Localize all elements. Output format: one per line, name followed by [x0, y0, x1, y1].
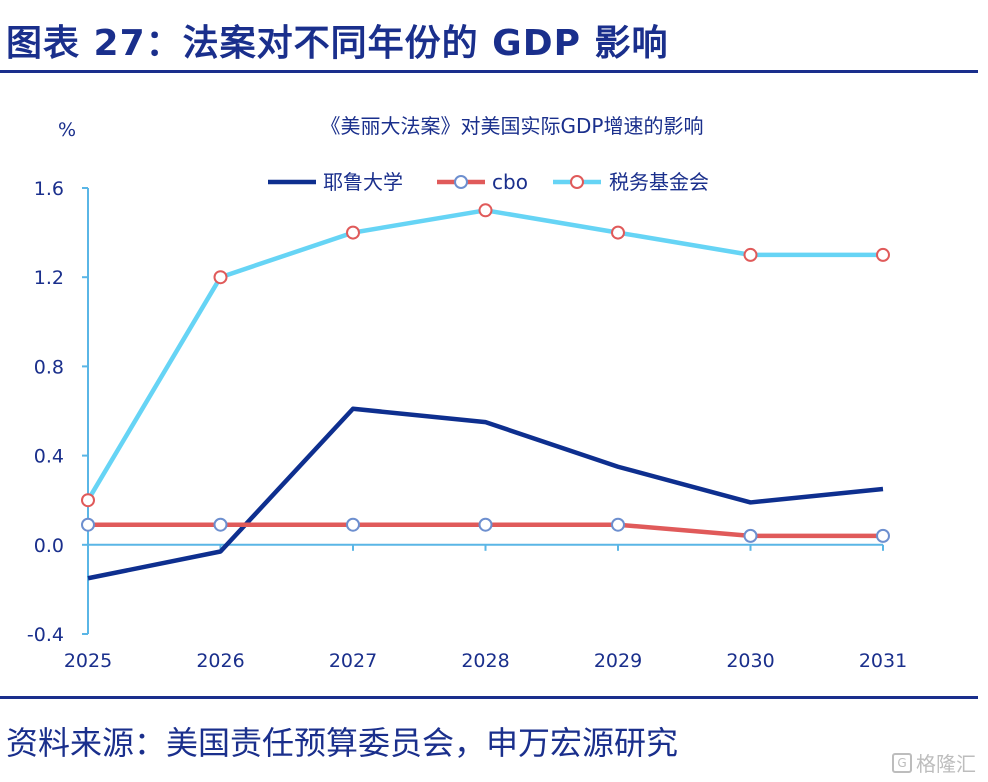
- data-point-tax-foundation: [346, 225, 360, 240]
- y-tick-label: 1.2: [34, 267, 64, 289]
- legend: 耶鲁大学 cbo 税务基金会: [268, 170, 709, 194]
- data-point-tax-foundation: [876, 247, 890, 262]
- data-point-cbo: [346, 517, 360, 532]
- watermark-text: 格隆汇: [916, 752, 976, 776]
- data-point-cbo: [81, 517, 95, 532]
- y-tick-label: 0.8: [34, 356, 64, 378]
- legend-label-yale: 耶鲁大学: [323, 170, 403, 194]
- y-axis-unit-label: %: [58, 119, 76, 141]
- y-tick-label: 0.0: [34, 535, 64, 557]
- data-point-cbo: [478, 517, 493, 532]
- x-tick-label: 2026: [196, 650, 244, 672]
- x-tick-label: 2031: [859, 650, 907, 672]
- title-divider: [0, 70, 978, 73]
- x-tick-label: 2029: [594, 650, 642, 672]
- legend-marker-tax-foundation: [570, 175, 584, 189]
- data-point-cbo: [876, 528, 890, 543]
- chart-title: 《美丽大法案》对美国实际GDP增速的影响: [321, 114, 704, 138]
- y-tick-label: 1.6: [34, 178, 64, 200]
- legend-label-tax-foundation: 税务基金会: [609, 170, 709, 194]
- y-tick-label: 0.4: [34, 446, 64, 468]
- data-point-cbo: [213, 517, 228, 532]
- line-chart: 《美丽大法案》对美国实际GDP增速的影响 % 1.6 1.2 0.8 0.4 0.0 -0…: [27, 114, 907, 672]
- watermark-logo-icon: G: [892, 752, 912, 773]
- y-tick-label: -0.4: [27, 624, 64, 646]
- x-tick-label: 2030: [726, 650, 774, 672]
- legend-marker-cbo: [454, 175, 468, 189]
- series-group: [81, 203, 890, 581]
- series-line-yale: [87, 406, 884, 581]
- data-point-tax-foundation: [81, 493, 95, 508]
- data-point-tax-foundation: [611, 225, 625, 240]
- axes: [82, 187, 884, 635]
- x-tick-label: 2027: [329, 650, 377, 672]
- watermark: G 格隆汇: [892, 748, 976, 777]
- x-tick-label: 2028: [461, 650, 509, 672]
- series-line-tax-foundation: [86, 208, 883, 502]
- x-tick-label: 2025: [64, 650, 112, 672]
- legend-label-cbo: cbo: [492, 170, 528, 194]
- data-point-cbo: [611, 517, 625, 532]
- source-divider: [0, 696, 978, 699]
- data-point-tax-foundation: [213, 270, 228, 285]
- data-point-tax-foundation: [743, 247, 758, 262]
- source-note: 资料来源：美国责任预算委员会，申万宏源研究: [6, 724, 679, 762]
- data-point-tax-foundation: [478, 203, 493, 218]
- figure-title: 图表 27：法案对不同年份的 GDP 影响: [6, 23, 669, 64]
- data-point-cbo: [743, 528, 758, 543]
